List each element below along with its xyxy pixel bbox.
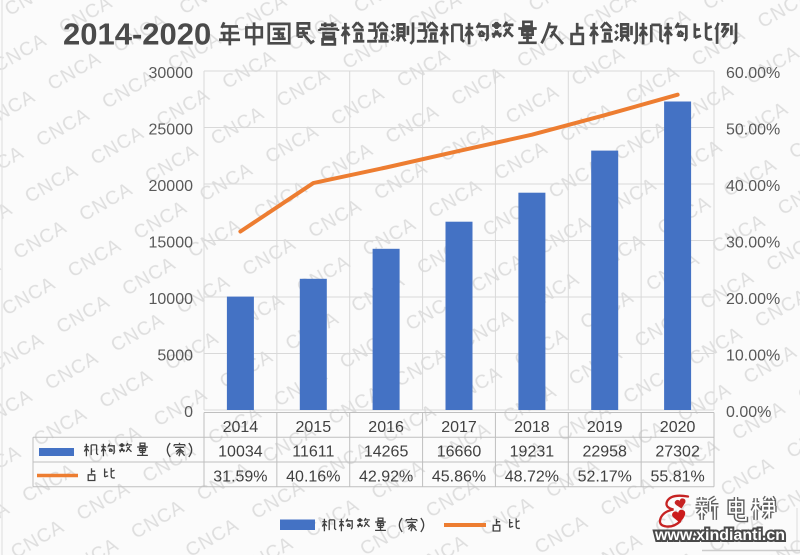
svg-text:2018: 2018 [514, 419, 550, 436]
svg-text:50.00%: 50.00% [726, 122, 780, 139]
svg-text:2014: 2014 [223, 419, 259, 436]
svg-text:19231: 19231 [510, 444, 555, 461]
svg-text:27302: 27302 [655, 444, 700, 461]
svg-text:16660: 16660 [437, 444, 482, 461]
svg-text:30.00%: 30.00% [726, 235, 780, 252]
svg-text:10034: 10034 [218, 444, 263, 461]
svg-text:30000: 30000 [149, 65, 194, 82]
svg-text:25000: 25000 [149, 122, 194, 139]
svg-text:15000: 15000 [149, 235, 194, 252]
svg-text:11611: 11611 [292, 444, 334, 461]
svg-text:42.92%: 42.92% [359, 468, 413, 485]
svg-text:www.xindianti.cn: www.xindianti.cn [654, 527, 785, 544]
svg-text:2019: 2019 [587, 419, 623, 436]
svg-text:52.17%: 52.17% [578, 468, 632, 485]
svg-text:14265: 14265 [364, 444, 409, 461]
svg-text:45.86%: 45.86% [432, 468, 486, 485]
svg-text:2017: 2017 [441, 419, 477, 436]
svg-text:2020: 2020 [660, 419, 696, 436]
svg-text:40.16%: 40.16% [286, 468, 340, 485]
svg-text:31.59%: 31.59% [213, 468, 267, 485]
svg-text:2016: 2016 [368, 419, 404, 436]
svg-text:0.00%: 0.00% [726, 404, 771, 421]
svg-text:22958: 22958 [582, 444, 627, 461]
svg-text:10000: 10000 [149, 291, 194, 308]
svg-text:60.00%: 60.00% [726, 65, 780, 82]
svg-text:2014-2020: 2014-2020 [63, 17, 211, 52]
svg-text:20.00%: 20.00% [726, 291, 780, 308]
svg-text:www.xindianti.cn: www.xindianti.cn [654, 527, 785, 544]
svg-text:48.72%: 48.72% [505, 468, 559, 485]
svg-text:2015: 2015 [296, 419, 332, 436]
svg-text:20000: 20000 [149, 178, 194, 195]
svg-text:0: 0 [184, 404, 193, 421]
svg-text:40.00%: 40.00% [726, 178, 780, 195]
svg-text:5000: 5000 [157, 348, 193, 365]
svg-text:55.81%: 55.81% [650, 468, 704, 485]
svg-text:10.00%: 10.00% [726, 348, 780, 365]
